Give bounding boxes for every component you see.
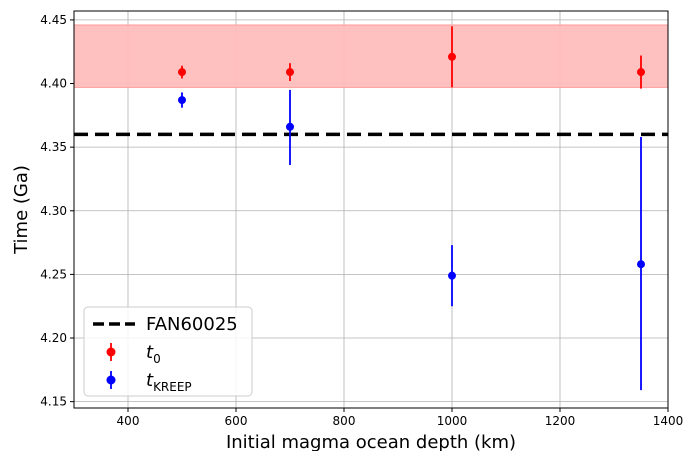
series-kreep xyxy=(178,89,645,391)
data-point xyxy=(448,271,456,280)
legend-marker-swatch xyxy=(106,375,116,385)
legend-label-fan60025: FAN60025 xyxy=(146,314,238,335)
y-tick-label: 4.45 xyxy=(40,13,67,27)
data-point xyxy=(178,68,186,77)
data-point xyxy=(286,68,294,77)
y-axis-label: Time (Ga) xyxy=(11,165,32,255)
legend: FAN60025 t0 tKREEP xyxy=(83,306,253,397)
y-tick-label: 4.35 xyxy=(40,140,67,154)
data-point xyxy=(637,260,645,269)
legend-label-kreep: tKREEP xyxy=(146,370,192,394)
x-tick-label: 600 xyxy=(225,414,248,428)
data-point xyxy=(637,68,645,77)
x-axis-ticks: 400 600 800 1000 1200 1400 xyxy=(117,408,684,428)
y-tick-label: 4.40 xyxy=(40,77,67,91)
data-point xyxy=(178,96,186,105)
y-tick-label: 4.25 xyxy=(40,267,67,281)
data-point xyxy=(448,52,456,61)
shaded-band-layer xyxy=(74,24,668,88)
y-tick-label: 4.20 xyxy=(40,331,67,345)
x-tick-label: 400 xyxy=(117,414,140,428)
series-0 xyxy=(178,26,645,89)
legend-label-0: t0 xyxy=(146,342,161,366)
x-tick-label: 1000 xyxy=(437,414,468,428)
shaded-band xyxy=(74,24,668,88)
data-point xyxy=(286,122,294,131)
x-tick-label: 1400 xyxy=(653,414,684,428)
y-tick-label: 4.15 xyxy=(40,395,67,409)
y-tick-label: 4.30 xyxy=(40,204,67,218)
data-series-layer xyxy=(178,26,645,391)
x-axis-label: Initial magma ocean depth (km) xyxy=(226,432,516,451)
legend-box xyxy=(83,306,253,397)
y-axis-ticks: 4.15 4.20 4.25 4.30 4.35 4.40 4.45 xyxy=(40,13,74,409)
x-tick-label: 800 xyxy=(333,414,356,428)
legend-marker-swatch xyxy=(106,347,116,357)
x-tick-label: 1200 xyxy=(545,414,576,428)
plot-frame xyxy=(73,10,669,409)
